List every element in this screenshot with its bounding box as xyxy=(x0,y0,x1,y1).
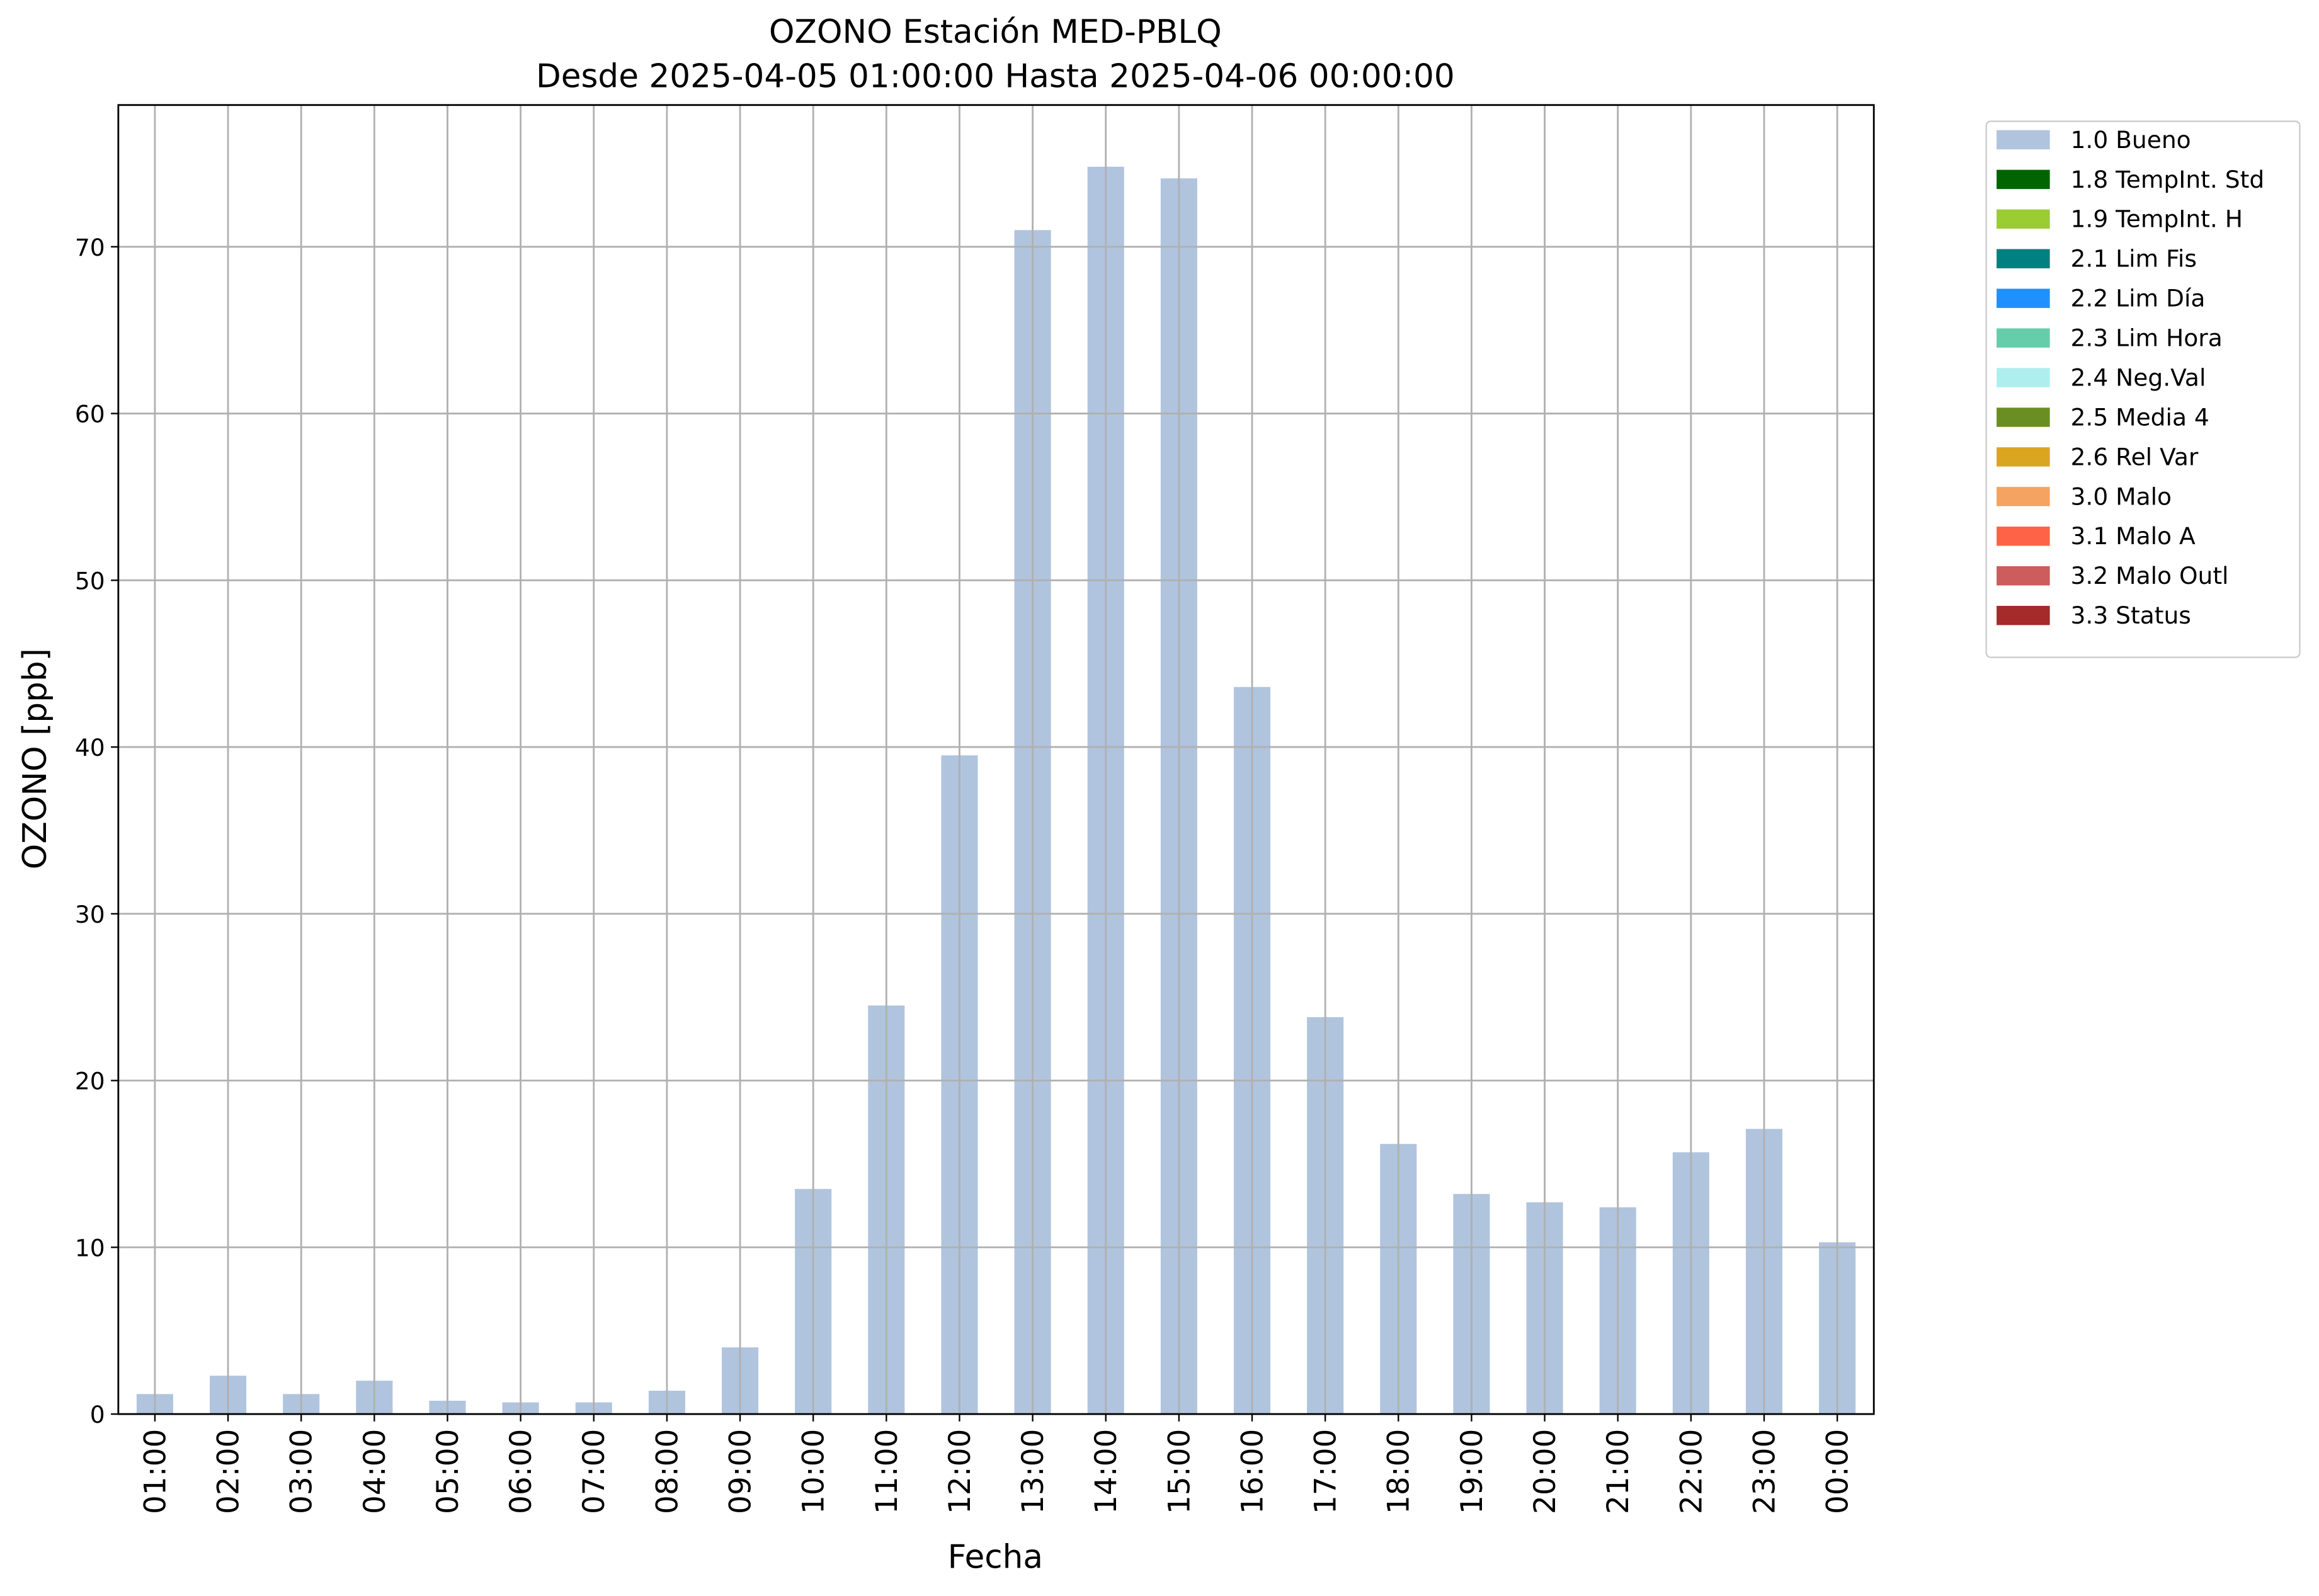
legend-label: 2.3 Lim Hora xyxy=(2071,324,2223,352)
legend-swatch xyxy=(1997,288,2050,308)
legend-label: 2.2 Lim Día xyxy=(2071,285,2206,312)
x-tick-label: 14:00 xyxy=(1089,1429,1124,1514)
x-tick-label: 08:00 xyxy=(650,1429,685,1514)
x-tick-label: 00:00 xyxy=(1821,1429,1855,1514)
x-tick-label: 21:00 xyxy=(1601,1429,1636,1514)
plot-frame xyxy=(117,104,1875,1415)
x-tick-label: 22:00 xyxy=(1674,1429,1709,1514)
legend-label: 3.1 Malo A xyxy=(2071,522,2196,550)
legend-swatch xyxy=(1997,605,2050,625)
chart-subtitle: Desde 2025-04-05 01:00:00 Hasta 2025-04-… xyxy=(536,58,1455,96)
x-tick-label: 10:00 xyxy=(797,1429,831,1514)
y-tick-label: 0 xyxy=(90,1401,105,1428)
legend-label: 2.5 Media 4 xyxy=(2071,403,2209,431)
legend-label: 1.0 Bueno xyxy=(2071,126,2191,154)
legend-swatch xyxy=(1997,408,2050,427)
x-tick-label: 04:00 xyxy=(358,1429,392,1514)
x-tick-label: 02:00 xyxy=(212,1429,246,1514)
x-tick-label: 01:00 xyxy=(138,1429,173,1514)
legend-swatch xyxy=(1997,328,2050,348)
y-tick-label: 50 xyxy=(75,567,105,595)
y-tick-label: 70 xyxy=(75,234,105,261)
x-tick-label: 06:00 xyxy=(504,1429,538,1514)
legend-label: 1.9 TempInt. H xyxy=(2071,205,2243,233)
legend-label: 2.6 Rel Var xyxy=(2071,443,2199,470)
legend-swatch xyxy=(1997,487,2050,506)
x-tick-label: 07:00 xyxy=(577,1429,612,1514)
y-tick-label: 60 xyxy=(75,401,105,428)
x-tick-label: 17:00 xyxy=(1309,1429,1343,1514)
y-tick-label: 10 xyxy=(75,1234,105,1262)
legend-label: 1.8 TempInt. Std xyxy=(2071,166,2265,193)
legend-label: 3.2 Malo Outl xyxy=(2071,562,2229,590)
x-axis-label: Fecha xyxy=(948,1538,1043,1576)
legend-swatch xyxy=(1997,249,2050,269)
y-axis-label: OZONO [ppb] xyxy=(16,648,54,869)
x-tick-label: 23:00 xyxy=(1747,1429,1782,1514)
chart-title: OZONO Estación MED-PBLQ xyxy=(769,13,1222,51)
x-tick-label: 15:00 xyxy=(1162,1429,1197,1514)
x-tick-label: 19:00 xyxy=(1455,1429,1490,1514)
x-tick-label: 18:00 xyxy=(1382,1429,1416,1514)
x-tick-label: 13:00 xyxy=(1016,1429,1051,1514)
x-tick-label: 20:00 xyxy=(1528,1429,1563,1514)
y-tick-label: 20 xyxy=(75,1068,105,1095)
legend-label: 2.4 Neg.Val xyxy=(2071,363,2206,391)
x-tick-label: 11:00 xyxy=(870,1429,904,1514)
legend-swatch xyxy=(1997,209,2050,229)
legend-label: 3.3 Status xyxy=(2071,601,2191,629)
x-tick-label: 05:00 xyxy=(431,1429,465,1514)
x-tick-label: 16:00 xyxy=(1235,1429,1270,1514)
x-tick-label: 12:00 xyxy=(943,1429,977,1514)
legend-swatch xyxy=(1997,169,2050,190)
legend-swatch xyxy=(1997,447,2050,467)
legend-swatch xyxy=(1997,368,2050,387)
legend-swatch xyxy=(1997,130,2050,150)
legend-box xyxy=(1985,120,2301,658)
y-tick-label: 30 xyxy=(75,901,105,928)
x-tick-label: 09:00 xyxy=(723,1429,758,1514)
y-tick-label: 40 xyxy=(75,734,105,761)
x-tick-label: 03:00 xyxy=(285,1429,319,1514)
legend-label: 3.0 Malo xyxy=(2071,482,2172,510)
legend-swatch xyxy=(1997,566,2050,586)
legend-swatch xyxy=(1997,527,2050,546)
legend-label: 2.1 Lim Fis xyxy=(2071,245,2197,273)
